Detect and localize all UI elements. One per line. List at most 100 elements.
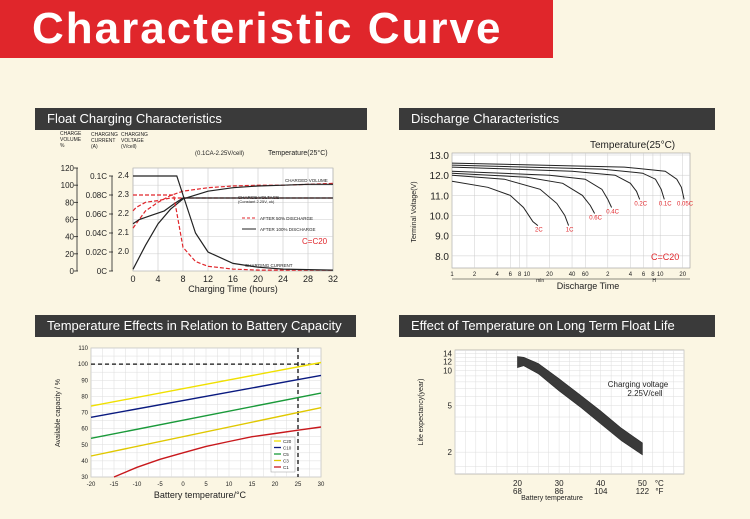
discharge-curve-label: 0.6C (589, 216, 602, 222)
discharge-x-tick: 40 (569, 272, 576, 278)
capacity-x-tick: 5 (204, 482, 208, 488)
life-y-label: Life expectancy(year) (418, 379, 425, 446)
discharge-curve-0.4C (451, 170, 613, 208)
discharge-curve-2C (451, 180, 539, 226)
float-current-tick: 0.1C (90, 172, 107, 181)
capacity-y-tick: 60 (81, 427, 88, 433)
capacity-x-tick: 10 (226, 482, 233, 488)
temp-capacity-header: Temperature Effects in Relation to Batte… (35, 315, 356, 337)
life-y-tick: 5 (448, 402, 453, 411)
discharge-x-tick: 8 (651, 272, 655, 278)
life-x-tick-c: 40 (596, 479, 605, 488)
discharge-x-tick: 10 (524, 272, 531, 278)
discharge-curve-label: 1C (566, 228, 574, 234)
life-y-tick: 14 (443, 349, 452, 358)
discharge-curve-0.1C (451, 164, 665, 200)
life-x-tick-f: 122 (636, 487, 650, 496)
discharge-curve-label: 2C (535, 228, 543, 234)
discharge-x-tick: 2 (606, 272, 610, 278)
float-current-tick: 0.08C (86, 191, 108, 200)
float-current-tick: 0.04C (86, 229, 108, 238)
float-annotation: (Constant 2.25V, ok) (238, 199, 275, 204)
float-annotation: CHARGED VOLUME (285, 178, 328, 183)
float-x-tick: 0 (130, 274, 135, 284)
capacity-x-tick: 30 (318, 482, 325, 488)
capacity-curve-C20 (90, 361, 322, 407)
capacity-y-tick: 40 (81, 459, 88, 465)
float-series-charging-current-100 (133, 175, 334, 271)
float-voltage-tick: 2.1 (118, 228, 130, 237)
discharge-curve-label: 0.2C (634, 201, 647, 207)
float-axis-label: CHARGE (60, 131, 82, 137)
float-series-charged-volume-50 (132, 182, 334, 229)
float-axis-label: CHARGING (121, 132, 148, 138)
life-y-tick: 12 (443, 357, 452, 366)
float-volume-tick: 100 (61, 181, 75, 190)
capacity-curve-C1 (113, 426, 322, 478)
capacity-y-tick: 30 (81, 475, 88, 481)
page-title: Characteristic Curve (32, 4, 503, 53)
discharge-curve-0.6C (451, 172, 596, 214)
title-banner: Characteristic Curve (0, 0, 553, 58)
life-expectancy-band (517, 356, 643, 456)
discharge-curve-label: 0.1C (659, 201, 672, 207)
capacity-x-tick: 0 (181, 482, 185, 488)
float-x-label: Charging Time (hours) (188, 284, 278, 294)
capacity-x-tick: 20 (272, 482, 279, 488)
float-volume-tick: 0 (70, 267, 75, 276)
capacity-x-tick: -20 (87, 482, 96, 488)
discharge-y-tick: 8.0 (435, 252, 449, 263)
capacity-y-tick: 110 (78, 346, 88, 352)
discharge-y-tick: 11.0 (430, 191, 449, 202)
discharge-x-tick: 6 (509, 272, 513, 278)
capacity-legend-label: C10 (283, 446, 292, 451)
float-x-tick: 24 (278, 274, 288, 284)
discharge-header: Discharge Characteristics (399, 108, 715, 130)
float-series-charge-voltage-100 (132, 197, 333, 225)
discharge-x-tick: 1 (450, 272, 454, 278)
float-legend-100: AFTER 100% DISCHARGE (260, 227, 316, 232)
life-y-tick: 10 (443, 367, 452, 376)
discharge-x-tick: 20 (679, 272, 686, 278)
capacity-x-tick: 15 (249, 482, 256, 488)
float-x-tick: 8 (180, 274, 185, 284)
float-current-tick: 0.06C (86, 210, 108, 219)
capacity-x-tick: -10 (133, 482, 142, 488)
float-axis-label: CHARGING (91, 132, 118, 138)
discharge-x-tick: 6 (642, 272, 646, 278)
discharge-curve-label: 0.05C (677, 201, 694, 207)
float-volume-tick: 40 (65, 233, 74, 242)
discharge-plot-area (451, 152, 691, 269)
float-current-tick: 0.02C (86, 248, 108, 257)
float-x-tick: 32 (328, 274, 338, 284)
life-x-tick-f: 68 (513, 487, 522, 496)
discharge-x-tick: 20 (546, 272, 553, 278)
life-x-tick-c: 20 (513, 479, 522, 488)
capacity-y-tick: 80 (81, 394, 88, 400)
float-volume-tick: 60 (65, 216, 74, 225)
discharge-y-tick: 12.0 (430, 171, 450, 182)
capacity-x-tick: -15 (110, 482, 119, 488)
float-axis-label: CURRENT (91, 138, 115, 144)
float-axis-label: (V/cell) (121, 144, 137, 150)
discharge-x-label: Discharge Time (557, 281, 620, 291)
capacity-curve-C10 (90, 374, 322, 418)
discharge-x-tick: 10 (657, 272, 664, 278)
life-x-tick-c: 50 (638, 479, 647, 488)
float-x-tick: 4 (155, 274, 160, 284)
float-series-charged-volume-100 (132, 183, 333, 270)
float-charging-header: Float Charging Characteristics (35, 108, 367, 130)
discharge-x-tick: 4 (495, 272, 499, 278)
life-x-tick-f: 86 (555, 487, 564, 496)
float-condition: (0.1CA-2.25V/cell) (195, 151, 244, 157)
life-x-unit-f: °F (655, 487, 663, 496)
float-current-tick: 0C (97, 267, 107, 276)
discharge-x-tick: 8 (518, 272, 522, 278)
capacity-x-tick: 25 (295, 482, 302, 488)
float-axis-label: (A) (91, 144, 98, 150)
float-voltage-tick: 2.3 (118, 190, 130, 199)
capacity-x-label: Battery temperature/°C (154, 490, 247, 500)
life-y-tick: 2 (448, 448, 453, 457)
float-x-tick: 28 (303, 274, 313, 284)
